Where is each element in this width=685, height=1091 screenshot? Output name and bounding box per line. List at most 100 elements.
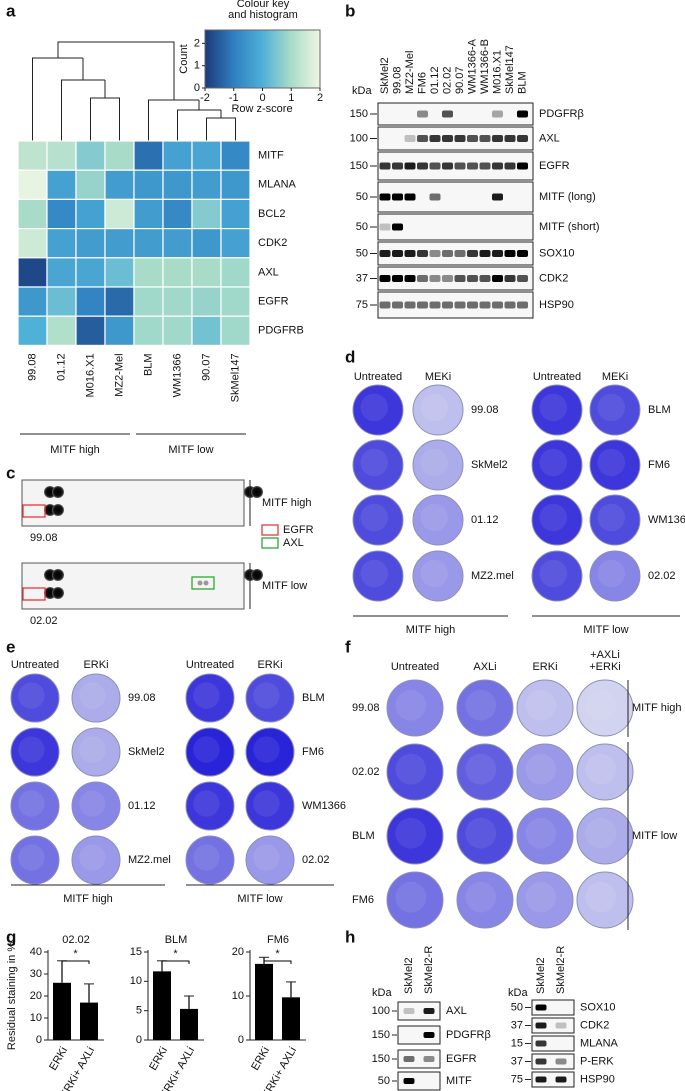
heatmap-cell	[104, 140, 135, 171]
band	[517, 250, 528, 257]
spot	[52, 569, 64, 581]
row-label: MLANA	[258, 179, 297, 191]
cell-line-label: 99.08	[352, 702, 380, 714]
lane-label: FM6	[416, 72, 428, 94]
lane-label: SkMel2	[535, 957, 547, 994]
heatmap-cell	[162, 257, 193, 288]
band	[492, 275, 503, 282]
band	[379, 162, 391, 170]
dish	[576, 807, 634, 865]
bar	[153, 971, 171, 1040]
band	[492, 135, 503, 142]
band	[454, 301, 466, 309]
dish-texture	[525, 753, 557, 785]
dish	[245, 727, 295, 777]
lane-label: 01.12	[429, 66, 441, 94]
panel-label: f	[345, 637, 351, 656]
lane-label: M016.X1	[491, 50, 503, 94]
lane-label: 99.08	[391, 66, 403, 94]
blot-box	[531, 1053, 575, 1070]
band	[392, 162, 403, 170]
y-tick-label: 10	[130, 975, 142, 987]
significance-label: *	[275, 948, 280, 960]
kda-marker: 50	[356, 221, 368, 233]
dish	[531, 494, 583, 546]
band	[403, 1008, 415, 1014]
band	[535, 1076, 547, 1083]
heatmap-cell	[75, 140, 106, 171]
key-title: Colour key	[237, 0, 290, 10]
column-header: ERKi	[83, 659, 108, 671]
legend-swatch	[261, 524, 279, 536]
column-label: MZ2-Mel	[113, 353, 125, 396]
dish	[352, 494, 404, 546]
dish	[185, 673, 235, 723]
kda-marker: 150	[372, 1029, 390, 1041]
heatmap-cell	[220, 140, 251, 171]
dish	[516, 871, 574, 929]
dish	[185, 781, 235, 831]
kda-marker: 75	[511, 1073, 523, 1085]
dish-texture	[18, 844, 45, 871]
blot-label: MITF	[446, 1075, 472, 1087]
dish-texture	[539, 559, 567, 588]
band	[442, 110, 453, 118]
significance-label: *	[173, 948, 178, 960]
dish-texture	[525, 817, 557, 849]
key-x-tick-label: 1	[288, 92, 294, 104]
dish	[589, 494, 641, 546]
band	[492, 162, 503, 170]
dish	[245, 673, 295, 723]
cell-line-label: 02.02	[648, 570, 676, 582]
band	[504, 275, 516, 282]
dish	[589, 384, 641, 436]
band	[555, 1076, 567, 1083]
group-label: MITF high	[406, 624, 456, 636]
band	[429, 301, 441, 309]
cell-line-label: 01.12	[471, 514, 499, 526]
band	[504, 301, 516, 309]
heatmap-cell	[17, 198, 48, 230]
band	[417, 110, 428, 118]
dish-texture	[597, 393, 625, 422]
dish	[352, 439, 404, 491]
x-tick-label: ERKi	[47, 1045, 70, 1073]
cell-line-label: FM6	[302, 746, 324, 758]
y-tick-label: 0	[136, 1034, 142, 1046]
key-y-tick-label: 0	[194, 82, 200, 94]
band	[429, 275, 441, 282]
dish	[10, 727, 60, 777]
dish	[456, 743, 514, 801]
band	[429, 162, 441, 170]
dish-texture	[420, 559, 448, 588]
heatmap-cell	[104, 198, 135, 230]
heatmap-cell	[191, 315, 222, 347]
band	[492, 250, 503, 257]
band	[535, 1004, 547, 1011]
dish	[352, 550, 404, 602]
blot-label: SOX10	[580, 1001, 615, 1013]
cell-line-label: BLM	[648, 404, 671, 416]
heatmap-cell	[191, 286, 222, 317]
dish-texture	[465, 817, 497, 849]
dish-texture	[193, 682, 220, 709]
dish	[456, 679, 514, 737]
band	[467, 135, 478, 142]
chart-title: FM6	[267, 934, 289, 946]
lane-label: 90.07	[454, 66, 466, 94]
row-label: AXL	[258, 266, 279, 278]
dish	[456, 807, 514, 865]
band	[442, 275, 453, 282]
lane-label: SkMel147	[504, 45, 516, 94]
heatmap-cell	[220, 228, 251, 259]
band	[454, 162, 466, 170]
blot-box	[397, 1071, 441, 1091]
heatmap-cell	[220, 169, 251, 200]
dish	[245, 781, 295, 831]
blot-box	[531, 999, 575, 1016]
row-label: BCL2	[258, 208, 286, 220]
dish	[589, 439, 641, 491]
cell-line-label: 02.02	[352, 766, 380, 778]
cell-line-label: 99.08	[128, 692, 156, 704]
lane-label: 02.02	[441, 66, 453, 94]
